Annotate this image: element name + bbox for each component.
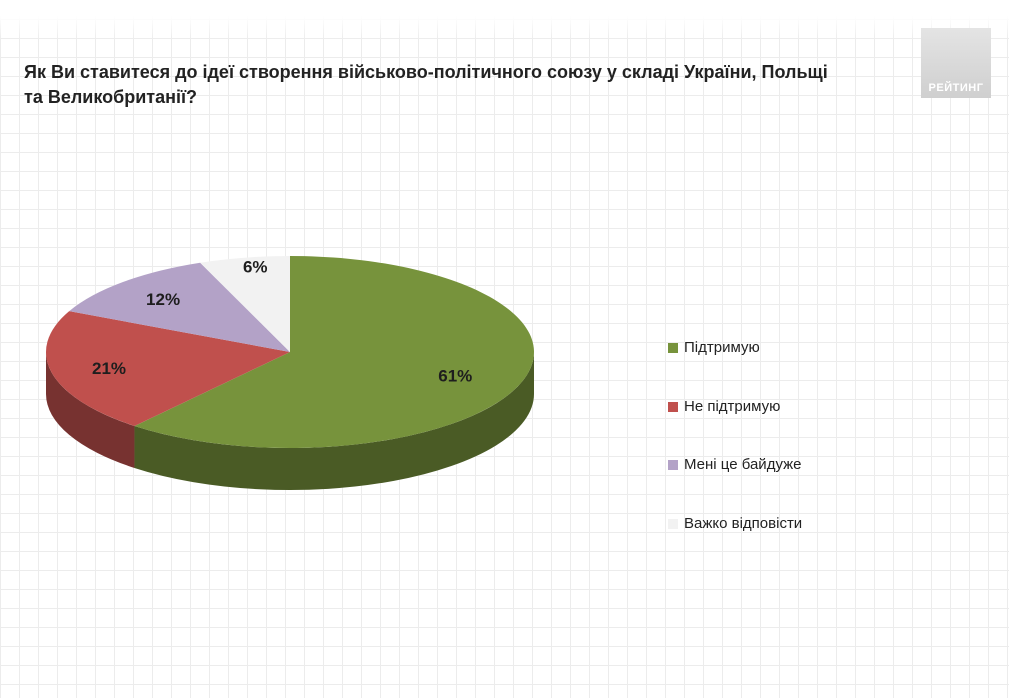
logo-text: РЕЙТИНГ: [928, 82, 984, 94]
legend-label: Важко відповісти: [684, 514, 803, 532]
data-label-category-1: 61%: [438, 366, 472, 385]
slice-category-1: [134, 256, 535, 448]
legend-swatch: [668, 343, 678, 353]
legend-swatch: [668, 401, 678, 412]
legend-item-category-1: Підтримую: [668, 338, 928, 397]
legend-label: Мені це байдуже: [684, 456, 802, 473]
legend: Підтримую Не підтримую Мені це байдуже Важк…: [668, 338, 928, 572]
legend-item-category-4: Важко відповісти: [668, 514, 928, 573]
legend-swatch: [668, 518, 678, 529]
slice-side-category-1: [134, 352, 534, 491]
legend-label: Не підтримую: [684, 397, 781, 415]
data-label-category-4: 6%: [243, 257, 268, 276]
data-label-category-2: 21%: [92, 359, 126, 378]
rating-logo: РЕЙТИНГ: [921, 28, 991, 98]
chart-title: Як Ви ставитеся до ідеї створення військ…: [24, 62, 828, 107]
slice-side-category-2: [46, 352, 135, 468]
data-label-category-3: 12%: [146, 290, 180, 309]
slice-category-4: [200, 256, 290, 352]
legend-swatch: [668, 460, 678, 470]
top-fade: [0, 0, 1009, 40]
legend-label: Підтримую: [684, 339, 760, 356]
legend-item-category-2: Не підтримую: [668, 397, 928, 456]
legend-item-category-3: Мені це байдуже: [668, 455, 928, 514]
slice-category-3: [69, 262, 290, 352]
slice-category-2: [46, 311, 291, 426]
